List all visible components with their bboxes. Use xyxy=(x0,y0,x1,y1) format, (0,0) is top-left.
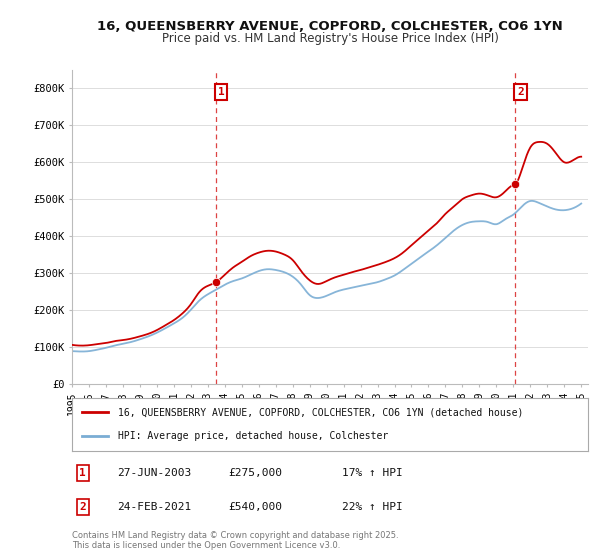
Text: 2: 2 xyxy=(79,502,86,512)
Text: Contains HM Land Registry data © Crown copyright and database right 2025.
This d: Contains HM Land Registry data © Crown c… xyxy=(72,530,398,550)
Text: 22% ↑ HPI: 22% ↑ HPI xyxy=(342,502,403,512)
Text: 27-JUN-2003: 27-JUN-2003 xyxy=(117,468,191,478)
Text: 16, QUEENSBERRY AVENUE, COPFORD, COLCHESTER, CO6 1YN: 16, QUEENSBERRY AVENUE, COPFORD, COLCHES… xyxy=(97,20,563,32)
Text: 24-FEB-2021: 24-FEB-2021 xyxy=(117,502,191,512)
Text: £275,000: £275,000 xyxy=(228,468,282,478)
Text: HPI: Average price, detached house, Colchester: HPI: Average price, detached house, Colc… xyxy=(118,431,389,441)
Text: 1: 1 xyxy=(79,468,86,478)
Text: 17% ↑ HPI: 17% ↑ HPI xyxy=(342,468,403,478)
Text: Price paid vs. HM Land Registry's House Price Index (HPI): Price paid vs. HM Land Registry's House … xyxy=(161,32,499,45)
Text: 1: 1 xyxy=(218,87,224,97)
Text: 16, QUEENSBERRY AVENUE, COPFORD, COLCHESTER, CO6 1YN (detached house): 16, QUEENSBERRY AVENUE, COPFORD, COLCHES… xyxy=(118,408,524,418)
Text: £540,000: £540,000 xyxy=(228,502,282,512)
Text: 2: 2 xyxy=(517,87,524,97)
